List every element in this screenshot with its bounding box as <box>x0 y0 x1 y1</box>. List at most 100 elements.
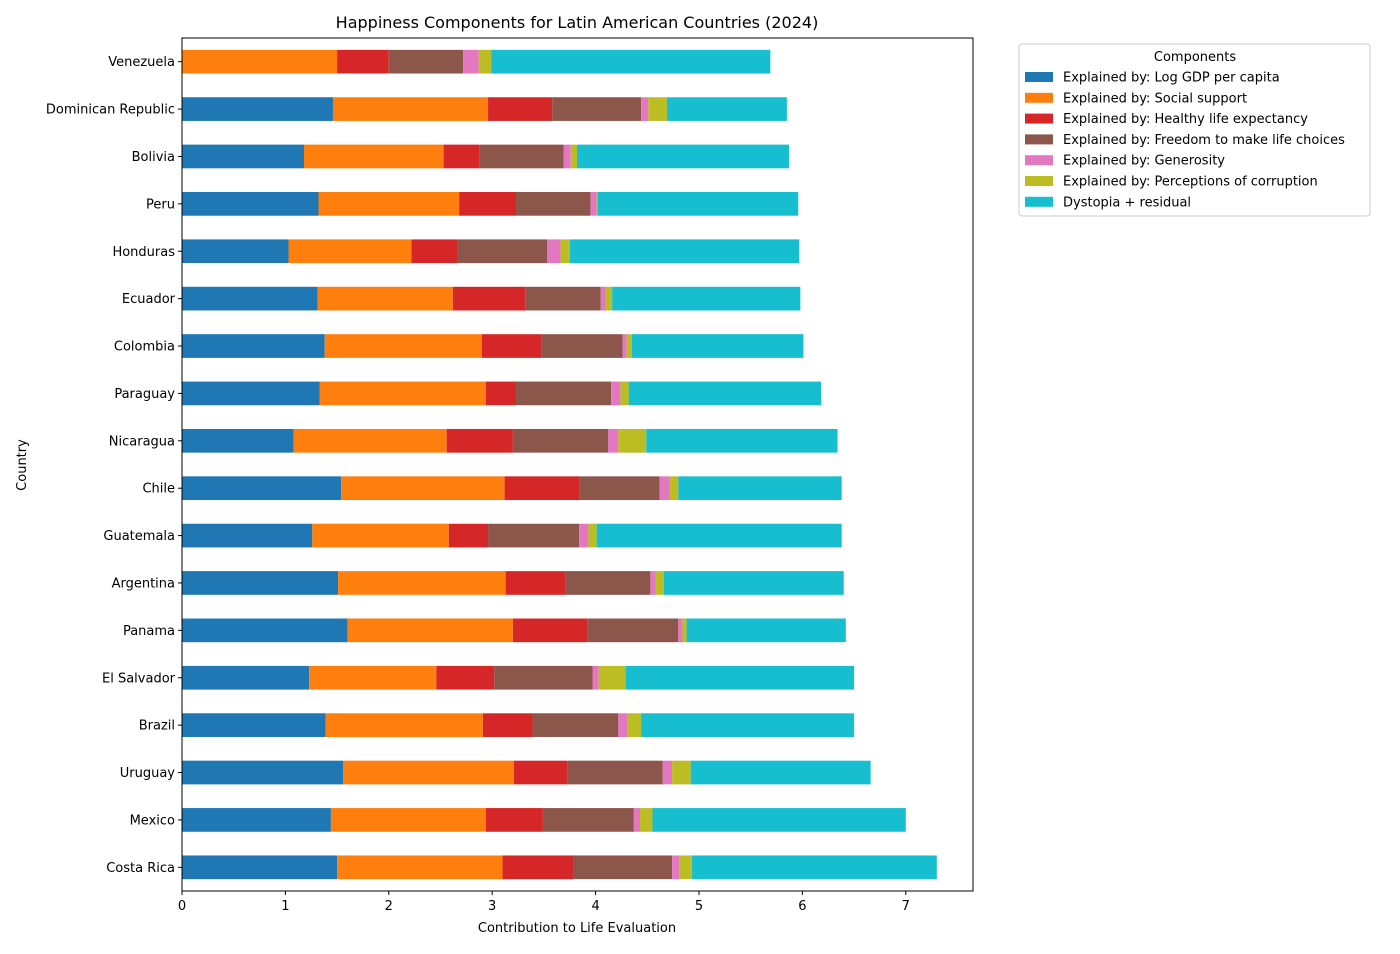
y-tick-label: Dominican Republic <box>46 103 175 118</box>
bar-segment <box>319 381 486 406</box>
bar-segment <box>542 808 634 832</box>
bar-segment <box>446 428 513 453</box>
bar-segment <box>633 808 641 832</box>
bar-segment <box>659 476 670 501</box>
bar-segment <box>515 192 591 216</box>
bar-segment <box>612 286 801 311</box>
bar-segment <box>573 855 673 880</box>
bar-segment <box>182 97 333 121</box>
chart-title: Happiness Components for Latin American … <box>336 13 819 32</box>
bar-segment <box>567 760 663 785</box>
legend-swatch <box>1025 155 1053 166</box>
bar-segment <box>330 808 486 832</box>
legend-swatch <box>1025 72 1053 82</box>
bar-segment <box>347 618 513 643</box>
bar-segment <box>646 428 838 453</box>
bar-segment <box>182 286 318 311</box>
bar-segment <box>596 192 598 216</box>
bar-segment <box>513 760 568 785</box>
bar-segment <box>488 523 580 548</box>
bar-segment <box>569 239 800 264</box>
bar-segment <box>512 618 588 643</box>
bar-segment <box>463 49 479 74</box>
bar-segment <box>662 760 673 785</box>
bar-segment <box>304 144 444 169</box>
legend-swatch <box>1025 134 1053 145</box>
bar-segment <box>488 97 553 121</box>
bar-segment <box>618 713 628 737</box>
bar-segment <box>627 713 642 737</box>
bar-segment <box>482 713 533 737</box>
legend-swatch <box>1025 196 1053 207</box>
y-tick-label: Panama <box>123 624 175 639</box>
bar-segment <box>332 97 489 121</box>
bar-segment <box>588 523 597 548</box>
bar-segment <box>600 286 606 311</box>
x-tick-label: 4 <box>591 899 599 914</box>
bar-segment <box>481 334 542 358</box>
bar-segment <box>618 428 647 453</box>
bar-segment <box>478 49 492 74</box>
y-tick-label: Paraguay <box>114 387 175 402</box>
bar-segment <box>182 808 331 832</box>
bar-segment <box>388 49 464 74</box>
bar-segment <box>457 239 547 264</box>
x-tick-label: 6 <box>798 899 806 914</box>
bar-segment <box>560 239 570 264</box>
bar-segment <box>641 713 855 737</box>
legend-entry: Explained by: Generosity <box>1063 154 1225 169</box>
bar-segment <box>337 855 503 880</box>
y-tick-label: Venezuela <box>108 55 175 70</box>
bar-segment <box>669 476 679 501</box>
legend-entry: Dystopia + residual <box>1063 195 1191 210</box>
bar-segment <box>579 523 589 548</box>
bar-segment <box>655 571 664 595</box>
bar-segment <box>590 192 597 216</box>
x-tick-label: 5 <box>695 899 703 914</box>
bar-segment <box>679 855 692 880</box>
bar-segment <box>672 855 680 880</box>
y-tick-label: Chile <box>142 482 175 497</box>
bar-segment <box>597 192 799 216</box>
bar-segment <box>678 618 683 643</box>
bar-segment <box>682 618 687 643</box>
y-tick-label: Ecuador <box>122 292 176 307</box>
bar-segment <box>541 334 623 358</box>
legend-entry: Explained by: Healthy life expectancy <box>1063 112 1308 127</box>
x-axis: 0 1 2 3 4 5 6 7 <box>178 891 910 914</box>
bar-segment <box>552 97 642 121</box>
bar-segment <box>596 523 842 548</box>
bar-segment <box>293 428 447 453</box>
bar-segment <box>504 476 580 501</box>
bar-segment <box>182 428 294 453</box>
y-tick-label: El Salvador <box>102 671 176 686</box>
bar-segment <box>625 665 855 690</box>
bar-segment <box>512 428 609 453</box>
legend-entry: Explained by: Freedom to make life choic… <box>1063 133 1345 148</box>
bar-segment <box>570 144 577 169</box>
bar-segment <box>686 618 846 643</box>
x-tick-label: 0 <box>178 899 186 914</box>
bar-segment <box>182 571 339 595</box>
bar-segment <box>546 239 561 264</box>
bar-segment <box>324 334 482 358</box>
y-tick-label: Uruguay <box>120 766 176 781</box>
bar-segment <box>605 286 613 311</box>
bar-segment <box>563 144 571 169</box>
y-tick-label: Costa Rica <box>106 861 175 876</box>
bar-segment <box>515 381 612 406</box>
bar-segment <box>182 523 313 548</box>
bar-segment <box>579 476 660 501</box>
y-tick-label: Peru <box>146 197 175 212</box>
legend-frame <box>1018 43 1371 217</box>
legend-entry: Explained by: Perceptions of corruption <box>1063 175 1318 190</box>
bar-segment <box>459 192 516 216</box>
bar-segment <box>312 523 449 548</box>
bar-segment <box>182 334 325 358</box>
y-axis: Costa Rica Mexico Uruguay Brazil El Salvador… <box>46 55 182 876</box>
legend: Components Explained by: Log GDP per cap… <box>1018 43 1371 217</box>
bar-segment <box>325 713 483 737</box>
bar-segment <box>663 571 844 595</box>
y-tick-label: Nicaragua <box>109 434 175 449</box>
x-axis-label: Contribution to Life Evaluation <box>478 921 676 936</box>
